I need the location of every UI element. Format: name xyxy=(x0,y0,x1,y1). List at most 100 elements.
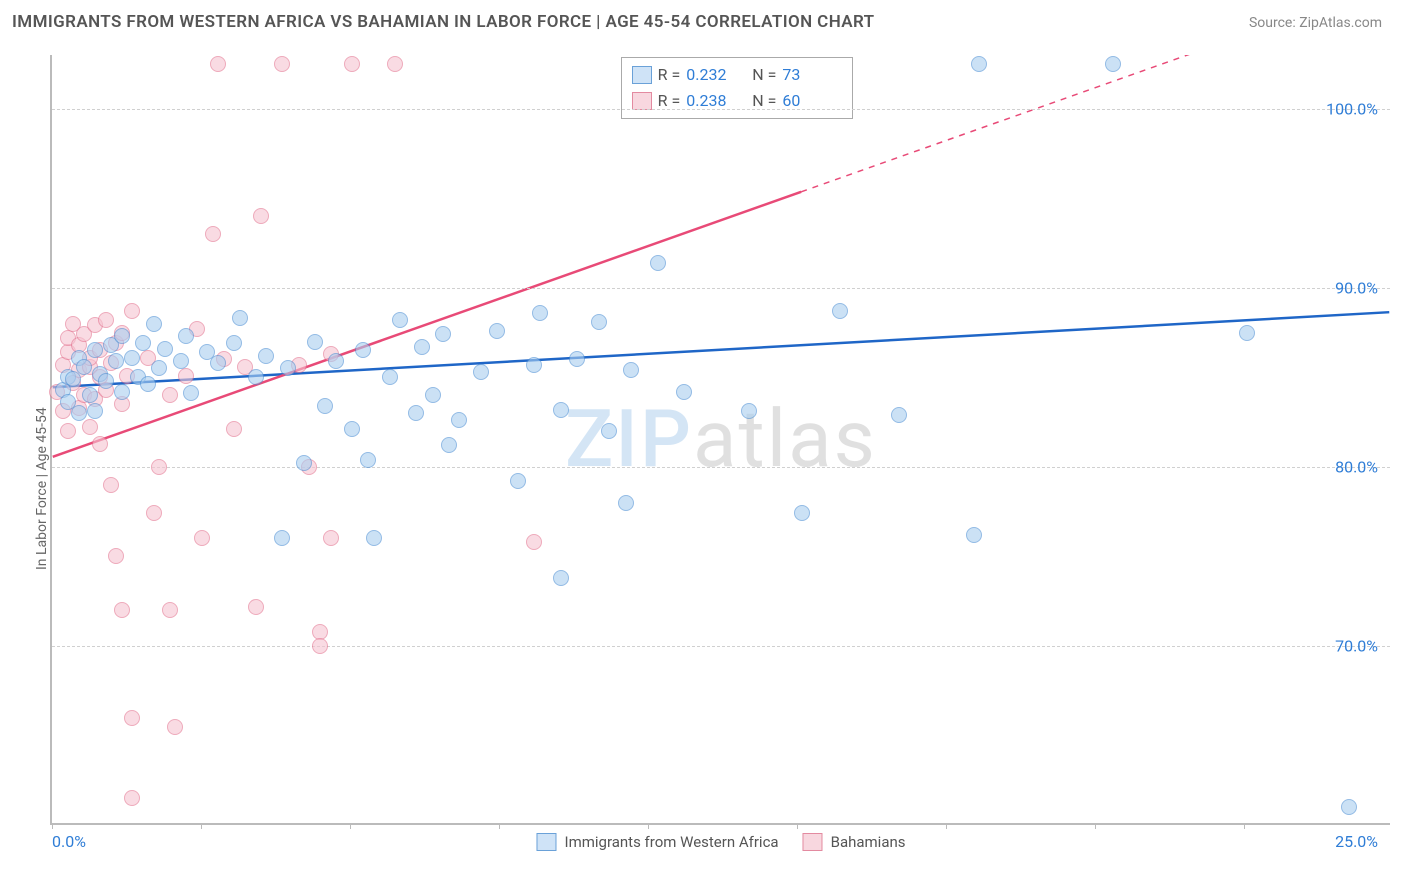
data-point-series-0 xyxy=(114,328,130,344)
data-point-series-0 xyxy=(650,255,666,271)
data-point-series-0 xyxy=(425,387,441,403)
swatch-series-0 xyxy=(632,66,652,84)
data-point-series-0 xyxy=(140,376,156,392)
x-minor-tick xyxy=(946,823,947,829)
data-point-series-0 xyxy=(360,452,376,468)
data-point-series-0 xyxy=(966,527,982,543)
data-point-series-0 xyxy=(248,369,264,385)
data-point-series-1 xyxy=(226,421,242,437)
data-point-series-0 xyxy=(71,405,87,421)
data-point-series-1 xyxy=(167,719,183,735)
y-tick-label: 100.0% xyxy=(1326,99,1378,118)
data-point-series-1 xyxy=(248,599,264,615)
x-minor-tick xyxy=(52,823,53,829)
legend-item-0: Immigrants from Western Africa xyxy=(536,833,778,851)
data-point-series-0 xyxy=(618,495,634,511)
data-point-series-0 xyxy=(76,359,92,375)
data-point-series-0 xyxy=(296,455,312,471)
x-tick-left: 0.0% xyxy=(52,832,86,851)
data-point-series-1 xyxy=(103,477,119,493)
data-point-series-0 xyxy=(274,530,290,546)
data-point-series-0 xyxy=(971,56,987,72)
data-point-series-0 xyxy=(135,335,151,351)
swatch-series-1 xyxy=(632,92,652,110)
data-point-series-0 xyxy=(451,412,467,428)
data-point-series-0 xyxy=(65,371,81,387)
data-point-series-0 xyxy=(344,421,360,437)
data-point-series-0 xyxy=(569,351,585,367)
data-point-series-0 xyxy=(151,360,167,376)
data-point-series-1 xyxy=(387,56,403,72)
n-value-0: 73 xyxy=(782,62,842,88)
data-point-series-0 xyxy=(355,342,371,358)
data-point-series-1 xyxy=(312,638,328,654)
y-tick-label: 80.0% xyxy=(1335,457,1378,476)
data-point-series-0 xyxy=(87,403,103,419)
data-point-series-1 xyxy=(98,312,114,328)
data-point-series-0 xyxy=(157,341,173,357)
data-point-series-0 xyxy=(210,355,226,371)
data-point-series-1 xyxy=(323,530,339,546)
data-point-series-0 xyxy=(173,353,189,369)
series-name-1: Bahamians xyxy=(831,833,906,851)
swatch-series-0 xyxy=(536,833,556,851)
plot-area: In Labor Force | Age 45-54 ZIPatlas R = … xyxy=(50,55,1390,825)
regression-lines xyxy=(52,55,1390,823)
chart-source: Source: ZipAtlas.com xyxy=(1249,15,1382,31)
plot-inner: In Labor Force | Age 45-54 ZIPatlas R = … xyxy=(50,55,1390,825)
n-label: N = xyxy=(752,88,776,114)
data-point-series-0 xyxy=(891,407,907,423)
legend-stats-row-1: R = 0.238 N = 60 xyxy=(632,88,843,114)
r-value-1: 0.238 xyxy=(686,88,746,114)
data-point-series-0 xyxy=(392,312,408,328)
data-point-series-0 xyxy=(553,402,569,418)
data-point-series-1 xyxy=(194,530,210,546)
y-tick-label: 70.0% xyxy=(1335,636,1378,655)
data-point-series-0 xyxy=(510,473,526,489)
data-point-series-0 xyxy=(441,437,457,453)
data-point-series-0 xyxy=(591,314,607,330)
gridline-h xyxy=(52,467,1390,468)
data-point-series-1 xyxy=(344,56,360,72)
data-point-series-0 xyxy=(489,323,505,339)
data-point-series-0 xyxy=(532,305,548,321)
series-name-0: Immigrants from Western Africa xyxy=(564,833,778,851)
data-point-series-0 xyxy=(307,334,323,350)
x-minor-tick xyxy=(1095,823,1096,829)
data-point-series-1 xyxy=(124,303,140,319)
legend-item-1: Bahamians xyxy=(803,833,906,851)
data-point-series-1 xyxy=(124,790,140,806)
data-point-series-0 xyxy=(382,369,398,385)
legend-stats-row-0: R = 0.232 N = 73 xyxy=(632,62,843,88)
data-point-series-0 xyxy=(124,350,140,366)
data-point-series-0 xyxy=(794,505,810,521)
x-minor-tick xyxy=(1244,823,1245,829)
gridline-h xyxy=(52,646,1390,647)
data-point-series-0 xyxy=(1239,325,1255,341)
x-minor-tick xyxy=(201,823,202,829)
data-point-series-0 xyxy=(178,328,194,344)
gridline-h xyxy=(52,288,1390,289)
data-point-series-1 xyxy=(162,602,178,618)
data-point-series-0 xyxy=(414,339,430,355)
watermark-zip: ZIP xyxy=(565,392,693,486)
data-point-series-1 xyxy=(205,226,221,242)
data-point-series-1 xyxy=(210,56,226,72)
y-axis-label: In Labor Force | Age 45-54 xyxy=(34,407,50,570)
r-label: R = xyxy=(658,62,681,88)
chart-header: IMMIGRANTS FROM WESTERN AFRICA VS BAHAMI… xyxy=(0,0,1406,40)
data-point-series-1 xyxy=(253,208,269,224)
x-minor-tick xyxy=(350,823,351,829)
data-point-series-0 xyxy=(1105,56,1121,72)
data-point-series-0 xyxy=(832,303,848,319)
data-point-series-1 xyxy=(92,436,108,452)
data-point-series-1 xyxy=(526,534,542,550)
data-point-series-1 xyxy=(60,423,76,439)
data-point-series-0 xyxy=(601,423,617,439)
x-minor-tick xyxy=(499,823,500,829)
data-point-series-0 xyxy=(435,326,451,342)
data-point-series-0 xyxy=(82,387,98,403)
data-point-series-0 xyxy=(87,342,103,358)
data-point-series-1 xyxy=(151,459,167,475)
x-minor-tick xyxy=(797,823,798,829)
